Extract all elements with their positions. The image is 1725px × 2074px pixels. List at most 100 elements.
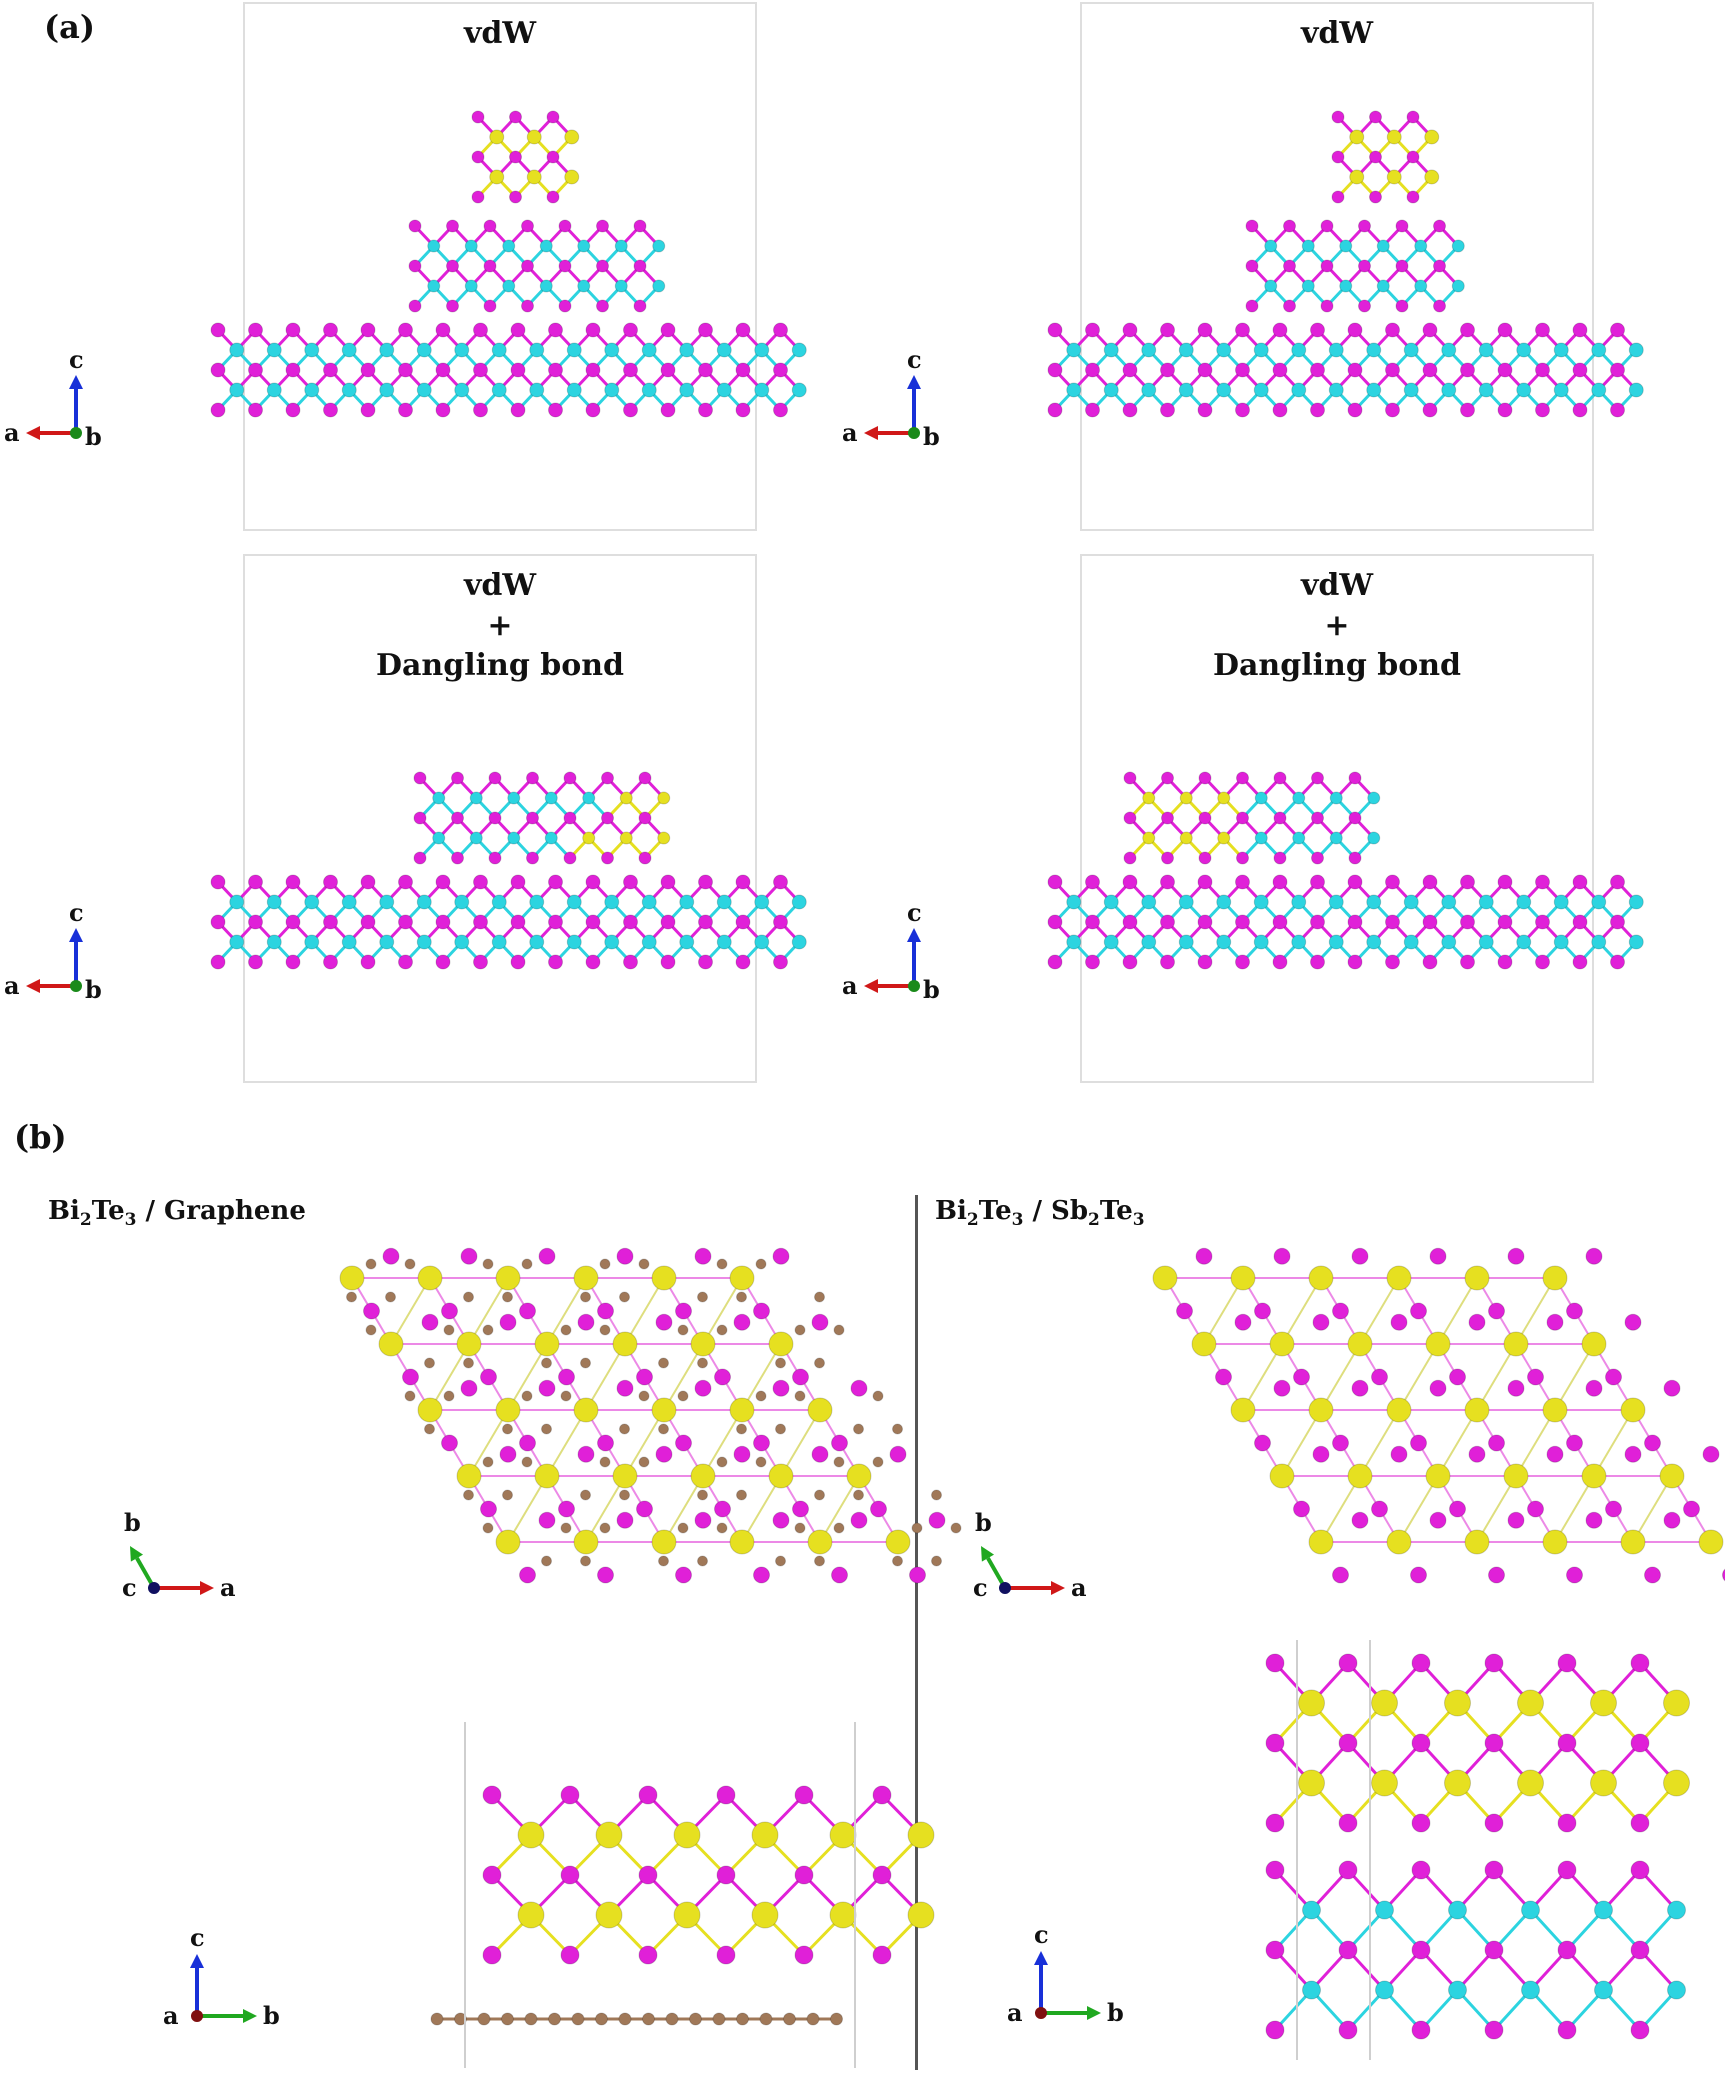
carbon-atom	[541, 1555, 552, 1567]
bi2te3-top-ql-atom	[1517, 1689, 1544, 1717]
substrate-atom	[379, 894, 395, 910]
bond	[1273, 1868, 1313, 1912]
graphene-atom	[548, 2012, 561, 2026]
substrate-atom	[773, 362, 788, 378]
bond	[1515, 1277, 1556, 1345]
carbon-atom	[482, 1258, 494, 1270]
bi2te3-top-ql-atom	[1265, 1813, 1285, 1833]
substrate-atom	[454, 894, 470, 910]
substrate-atom	[1478, 934, 1494, 950]
sb2te3-ql-atom	[1521, 1980, 1540, 2000]
sb2te3-plan-te-atom	[1332, 1566, 1349, 1584]
substrate-atom	[1328, 342, 1344, 358]
island-atom	[1358, 299, 1371, 313]
substrate-atom	[248, 874, 263, 890]
carbon-atom	[736, 1423, 747, 1435]
substrate-atom	[1553, 342, 1569, 358]
island-top-atom	[546, 150, 560, 164]
substrate-atom	[1141, 382, 1157, 398]
island-top-atom	[489, 129, 505, 145]
island-atom	[464, 239, 478, 253]
substrate-atom	[1047, 874, 1063, 890]
carbon-atom	[794, 1390, 806, 1402]
graphene-atom	[689, 2012, 702, 2026]
carbon-atom	[833, 1324, 845, 1336]
island-atom	[1283, 259, 1296, 273]
substrate-atom	[1347, 874, 1363, 890]
island-atom	[1273, 771, 1287, 785]
substrate-atom	[1535, 362, 1550, 378]
island-atom	[502, 239, 516, 253]
substrate-atom	[1122, 362, 1138, 378]
substrate-atom	[473, 362, 488, 378]
graphene-plan-bi-atom	[612, 1331, 638, 1357]
island-top-atom	[1349, 169, 1365, 185]
island-atom	[1329, 831, 1343, 845]
substrate-atom	[773, 402, 788, 418]
bond	[741, 1343, 782, 1411]
graphene-plan-te-atom	[694, 1247, 712, 1265]
substrate-atom	[360, 914, 376, 930]
bond	[1273, 1948, 1313, 1992]
substrate-atom	[248, 914, 263, 930]
bond	[1632, 1475, 1673, 1543]
carbon-atom	[775, 1423, 786, 1435]
substrate-atom	[1291, 382, 1307, 398]
bi2te3-top-ql-atom	[1590, 1769, 1617, 1797]
bi2te3-top-ql-atom	[1630, 1813, 1650, 1833]
island-atom	[577, 279, 591, 293]
graphene-plan-te-atom	[811, 1313, 829, 1331]
sb2te3-plan-te-atom	[1702, 1445, 1720, 1463]
graphene-plan-te-atom	[480, 1368, 497, 1386]
b-axis-dot	[70, 980, 82, 992]
substrate-atom	[398, 402, 413, 418]
bi2te3-ql-atom	[716, 1945, 736, 1965]
a-axis-dot	[191, 2010, 203, 2022]
substrate-atom	[341, 894, 357, 910]
sb2te3-plan-bi-atom	[1386, 1397, 1412, 1423]
bond	[1383, 1868, 1423, 1912]
carbon-atom	[658, 1555, 669, 1567]
b-axis-label: b	[263, 2001, 280, 2030]
bond	[1273, 1908, 1313, 1952]
graphene-plan-te-atom	[636, 1368, 653, 1386]
graphene-atom	[477, 2012, 491, 2026]
sb2te3-plan-te-atom	[1332, 1302, 1349, 1320]
b-axis-arrow-head	[981, 1546, 995, 1562]
bi2te3-top-ql-atom	[1444, 1769, 1471, 1797]
island-top-atom	[564, 169, 580, 185]
substrate-atom	[1366, 342, 1382, 358]
bi2te3-top-ql-atom	[1630, 1653, 1650, 1673]
island-atom	[652, 279, 666, 293]
sb2te3-plan-te-atom	[1585, 1379, 1603, 1397]
substrate-atom	[1610, 874, 1625, 890]
sb2te3-plan-te-atom	[1585, 1247, 1603, 1265]
bi2te3-top-ql-atom	[1265, 1653, 1285, 1673]
sb2te3-plan-te-atom	[1468, 1313, 1486, 1331]
island-atom	[558, 299, 572, 313]
carbon-atom	[775, 1555, 786, 1567]
substrate-atom	[341, 934, 357, 950]
island-top-atom	[1331, 110, 1345, 124]
bond	[1346, 1948, 1386, 1992]
island-atom	[1245, 299, 1259, 313]
a-axis-label: a	[842, 971, 858, 1000]
substrate-atom	[1366, 382, 1382, 398]
substrate-atom	[698, 954, 713, 970]
bond	[507, 1343, 548, 1411]
sb2te3-plan-bi-atom	[1464, 1529, 1490, 1555]
title-line: vdW	[463, 16, 537, 51]
substrate-atom	[285, 954, 301, 970]
carbon-atom	[853, 1489, 864, 1501]
substrate-atom	[435, 914, 451, 930]
island-top-atom	[1424, 169, 1440, 185]
island-atom	[558, 219, 572, 233]
bond	[1602, 1988, 1642, 2032]
island-atom	[1320, 259, 1334, 273]
graphene-plan-bi-atom	[690, 1331, 716, 1357]
sb2te3-plan-te-atom	[1566, 1434, 1583, 1452]
sb2te3-plan-bi-atom	[1308, 1529, 1334, 1555]
island-top-atom	[1386, 129, 1402, 145]
island-atom	[451, 771, 464, 785]
substrate-atom	[1591, 382, 1607, 398]
